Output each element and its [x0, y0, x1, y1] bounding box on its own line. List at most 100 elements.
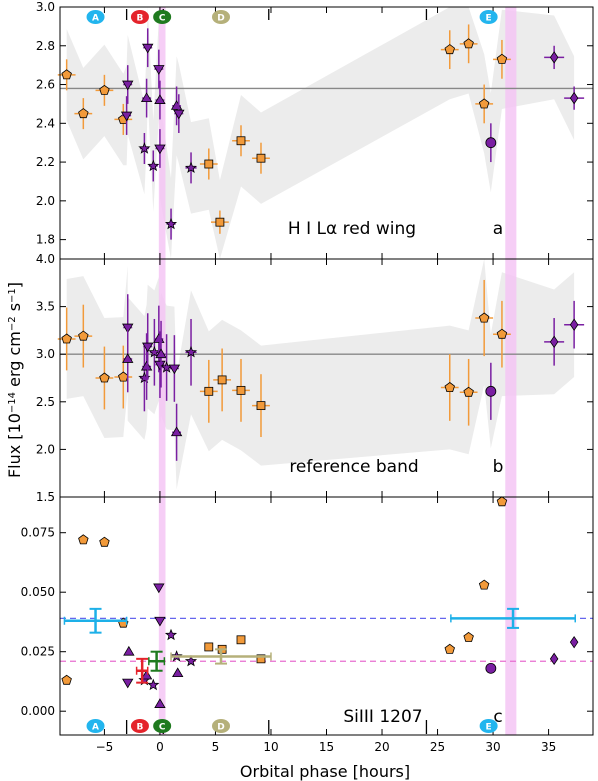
panel-b-point-5: [122, 353, 134, 363]
panel-b-point-22: [463, 386, 474, 397]
panel-a-point-20: [256, 153, 266, 163]
epoch-marker-label-C-1: C: [159, 723, 166, 733]
panel-b-ytick-label-2: 2.5: [36, 395, 55, 409]
x-axis-label: Orbital phase [hours]: [240, 762, 410, 781]
panel-a-point-27: [569, 91, 579, 105]
panel-a-point-22: [463, 38, 474, 49]
epoch-marker-C-1: [153, 719, 172, 733]
panel-c-point-24: [496, 496, 508, 507]
panel-b-point-7: [140, 360, 153, 371]
panel-b-point-8: [142, 342, 154, 353]
panel-a-title: H I Lα red wing: [288, 219, 416, 239]
panel-b-envelope: [66, 259, 575, 490]
epoch-marker-label-E-0: E: [486, 14, 492, 24]
epoch-marker-label-B-1: B: [137, 723, 144, 733]
panel-a-ytick-label-2: 2.2: [36, 155, 55, 169]
panel-c-point-1: [78, 534, 89, 545]
panel-c-point-12: [164, 628, 178, 641]
panel-a-point-15: [173, 109, 185, 120]
panel-b-transit-band: [158, 259, 166, 497]
panel-c-point-9: [153, 583, 165, 594]
panel-c-label: c: [493, 707, 502, 727]
panel-c-point-7: [140, 669, 153, 680]
y-axis-label: Flux [10−14 erg cm−2 s−1]: [5, 282, 24, 478]
x-tick-label-0: −5: [96, 740, 114, 754]
panel-c-point-5: [123, 645, 135, 656]
panel-c-point-4: [122, 678, 134, 689]
panel-b-point-27: [569, 318, 579, 331]
panel-c-point-16: [204, 642, 214, 652]
panel-a-point-7: [140, 92, 153, 103]
panel-a-point-12: [154, 144, 166, 155]
x-tick-label-4: 15: [319, 740, 334, 754]
panel-c-point-25: [549, 652, 559, 666]
panel-c-point-23: [485, 662, 497, 674]
epoch-marker-D-0: [212, 10, 231, 24]
epoch-marker-C-0: [153, 10, 172, 24]
panel-b-ytick-label-0: 1.5: [36, 490, 55, 504]
panel-b-point-17: [204, 386, 214, 396]
panel-a-point-23: [478, 98, 490, 109]
x-tick-label-7: 30: [485, 740, 500, 754]
x-tick-label-3: 10: [263, 740, 278, 754]
panel-c-point-14: [172, 667, 184, 678]
x-tick-label-2: 5: [212, 740, 220, 754]
panel-a-ytick-label-0: 1.8: [36, 233, 55, 247]
panel-b-point-18: [217, 375, 227, 385]
panel-b-ytick-label-1: 2.0: [36, 442, 55, 456]
epoch-marker-D-1: [212, 719, 231, 733]
epoch-marker-A-1: [86, 719, 105, 733]
panel-b-point-25: [496, 328, 508, 339]
panel-c-point-15: [184, 654, 198, 667]
panel-b-point-1: [78, 330, 89, 341]
panel-a-envelope: [66, 7, 575, 259]
panel-b-later-band: [505, 259, 517, 497]
epoch-marker-label-B-0: B: [137, 14, 144, 24]
panel-a-point-4: [122, 80, 134, 91]
panel-a-ytick-label-5: 2.8: [36, 39, 55, 53]
panel-c-title: SiIII 1207: [343, 707, 422, 727]
panel-c-point-0: [61, 674, 72, 685]
panel-b-point-11: [154, 360, 166, 371]
panel-c-point-26: [569, 635, 579, 649]
epoch-marker-label-A-1: A: [92, 723, 99, 733]
panel-c-transit-band: [158, 497, 166, 735]
x-tick-label-1: 0: [156, 740, 164, 754]
panel-a-later-band: [505, 7, 517, 259]
panel-a-transit-band: [158, 7, 166, 259]
panel-c-ytick-label-0: 0.000: [21, 704, 55, 718]
x-tick-label-6: 25: [430, 740, 445, 754]
epoch-marker-B-0: [130, 10, 149, 24]
panel-a-point-2: [99, 84, 110, 95]
panel-a-point-24: [485, 137, 497, 149]
panel-a-point-11: [154, 94, 166, 104]
panel-b-point-0: [61, 333, 72, 344]
panel-b-point-12: [155, 348, 167, 359]
panel-c-later-band: [505, 497, 517, 735]
epoch-marker-label-D-1: D: [217, 723, 224, 733]
epoch-marker-E-0: [479, 10, 498, 24]
x-tick-label-5: 20: [374, 740, 389, 754]
panel-c-point-20: [444, 643, 455, 654]
panel-c-point-2: [99, 536, 110, 547]
panel-a-point-17: [204, 159, 214, 169]
panel-a-ytick-label-4: 2.6: [36, 78, 55, 92]
panel-b-point-23: [478, 312, 490, 323]
epoch-marker-label-A-0: A: [92, 14, 99, 24]
panel-c-point-21: [463, 631, 474, 642]
panel-c-point-19: [256, 654, 266, 664]
panel-a-point-19: [236, 136, 246, 146]
panel-a-point-26: [549, 51, 559, 64]
panel-a-point-5: [120, 111, 133, 122]
panel-b-ytick-label-3: 3.0: [36, 347, 55, 361]
panel-a-point-8: [142, 43, 154, 54]
panel-c-point-18: [236, 635, 246, 645]
panel-b-point-20: [256, 401, 266, 411]
panel-c-ytick-label-2: 0.050: [21, 585, 55, 599]
epoch-marker-label-C-0: C: [159, 14, 166, 24]
x-tick-label-8: 35: [541, 740, 556, 754]
panel-c-point-10: [154, 616, 166, 627]
panel-b-label: b: [493, 457, 504, 477]
panel-b-point-14: [168, 364, 181, 375]
